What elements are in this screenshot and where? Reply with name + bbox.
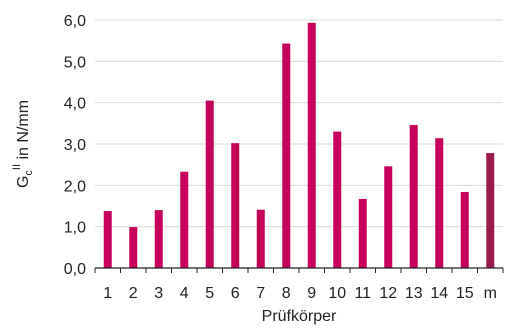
bar-15: [460, 191, 469, 268]
x-tick-label: 15: [456, 285, 474, 302]
bar-11: [358, 198, 367, 268]
bar-7: [256, 209, 265, 268]
axes: [94, 267, 504, 273]
x-tick-label: 14: [430, 285, 448, 302]
x-tick-label: 3: [154, 285, 163, 302]
x-tick-labels: 1 2 3 4 5 6 7 8 9 10 11 12 13 14 15 m: [103, 285, 497, 302]
y-axis-title: GcII in N/mm: [11, 100, 35, 188]
x-tick-label: 7: [256, 285, 265, 302]
bar-3: [154, 210, 163, 268]
bar-4: [180, 171, 189, 268]
x-tick-label: 9: [307, 285, 316, 302]
x-tick-label: 2: [129, 285, 138, 302]
x-tick-label: 13: [405, 285, 423, 302]
y-axis-title-base: G: [15, 176, 32, 188]
y-axis-title-subscript: c: [23, 170, 35, 176]
y-tick-label: 4,0: [64, 96, 86, 113]
y-tick-label: 3,0: [64, 137, 86, 154]
y-axis-title-superscript: II: [11, 164, 23, 170]
bar-6: [231, 143, 240, 268]
bar-m: [486, 153, 495, 268]
bar-10: [333, 131, 342, 268]
x-axis-title: Prüfkörper: [262, 308, 337, 325]
x-tick-label: 8: [282, 285, 291, 302]
x-tick-label: 11: [354, 285, 371, 302]
y-tick-labels: 0,0 1,0 2,0 3,0 4,0 5,0 6,0: [64, 13, 86, 278]
x-tick-label: 1: [103, 285, 112, 302]
bar-9: [307, 22, 316, 268]
bars: [103, 22, 495, 269]
x-tick-label: m: [484, 285, 497, 302]
y-tick-label: 1,0: [64, 220, 86, 237]
x-tick-label: 10: [328, 285, 346, 302]
y-tick-label: 0,0: [64, 261, 86, 278]
y-axis-title-rest: in N/mm: [15, 100, 32, 164]
grid-lines: [95, 19, 503, 228]
bar-8: [282, 43, 291, 269]
bar-5: [205, 100, 214, 268]
x-tick-label: 12: [379, 285, 397, 302]
bar-14: [435, 138, 444, 268]
y-tick-label: 6,0: [64, 13, 86, 30]
bar-1: [103, 210, 112, 268]
x-tick-label: 4: [180, 285, 189, 302]
x-tick-label: 6: [231, 285, 240, 302]
bar-2: [129, 227, 138, 268]
x-tick-label: 5: [205, 285, 214, 302]
y-tick-label: 2,0: [64, 178, 86, 195]
bar-12: [384, 166, 393, 268]
bar-13: [409, 124, 418, 268]
y-tick-label: 5,0: [64, 54, 86, 71]
